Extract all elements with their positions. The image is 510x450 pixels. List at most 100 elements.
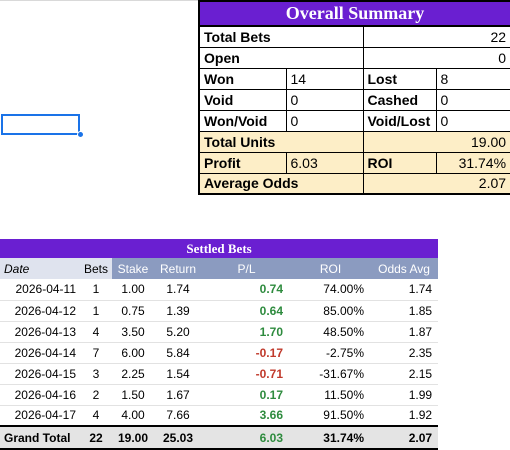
odds-cell[interactable]: 1.99	[370, 384, 439, 406]
won-void-value[interactable]: 0	[285, 109, 364, 132]
roi-cell[interactable]: 74.00%	[291, 279, 370, 301]
total-bets-label[interactable]: Total Bets	[198, 25, 364, 48]
pl-cell[interactable]: 1.70	[202, 321, 291, 343]
return-cell[interactable]: 1.74	[154, 279, 202, 301]
date-cell[interactable]: 2026-04-12	[0, 300, 80, 322]
stake-cell[interactable]: 1.50	[112, 384, 154, 406]
table-row: 2026-04-17 4 4.00 7.66 3.66 91.50% 1.92	[0, 405, 439, 427]
total-units-value[interactable]: 19.00	[362, 130, 510, 153]
summary-title: Overall Summary	[197, 0, 510, 27]
average-odds-value[interactable]: 2.07	[362, 172, 510, 195]
col-header-bets[interactable]: Bets	[80, 258, 112, 279]
table-row: 2026-04-15 3 2.25 1.54 -0.71 -31.67% 2.1…	[0, 363, 439, 385]
bets-cell[interactable]: 1	[80, 300, 112, 322]
bets-cell[interactable]: 2	[80, 384, 112, 406]
return-cell[interactable]: 5.84	[154, 342, 202, 364]
open-label[interactable]: Open	[198, 46, 364, 69]
roi-cell[interactable]: 48.50%	[291, 321, 370, 343]
stake-cell[interactable]: 3.50	[112, 321, 154, 343]
average-odds-label[interactable]: Average Odds	[198, 172, 364, 195]
return-cell[interactable]: 1.39	[154, 300, 202, 322]
col-header-return[interactable]: Return	[154, 258, 202, 279]
void-label[interactable]: Void	[198, 88, 287, 111]
table-row: 2026-04-13 4 3.50 5.20 1.70 48.50% 1.87	[0, 321, 439, 343]
table-row: 2026-04-14 7 6.00 5.84 -0.17 -2.75% 2.35	[0, 342, 439, 364]
odds-cell[interactable]: 2.15	[370, 363, 439, 385]
stake-cell[interactable]: 0.75	[112, 300, 154, 322]
odds-cell[interactable]: 1.87	[370, 321, 439, 343]
col-header-odds[interactable]: Odds Avg	[370, 258, 439, 279]
return-cell[interactable]: 1.67	[154, 384, 202, 406]
grand-total-row: Grand Total 22 19.00 25.03 6.03 31.74% 2…	[0, 425, 439, 450]
stake-cell[interactable]: 1.00	[112, 279, 154, 301]
total-pl-cell[interactable]: 6.03	[202, 425, 291, 450]
profit-label[interactable]: Profit	[198, 151, 287, 174]
col-header-stake[interactable]: Stake	[112, 258, 154, 279]
bets-cell[interactable]: 1	[80, 279, 112, 301]
odds-cell[interactable]: 2.35	[370, 342, 439, 364]
won-value[interactable]: 14	[285, 67, 364, 90]
date-cell[interactable]: 2026-04-16	[0, 384, 80, 406]
cashed-value[interactable]: 0	[435, 88, 510, 111]
grand-total-label[interactable]: Grand Total	[0, 425, 80, 450]
odds-cell[interactable]: 1.85	[370, 300, 439, 322]
pl-cell[interactable]: -0.71	[202, 363, 291, 385]
open-value[interactable]: 0	[362, 46, 510, 69]
roi-cell[interactable]: -31.67%	[291, 363, 370, 385]
total-stake-cell[interactable]: 19.00	[112, 425, 154, 450]
pl-cell[interactable]: 0.74	[202, 279, 291, 301]
bets-cell[interactable]: 3	[80, 363, 112, 385]
odds-cell[interactable]: 1.74	[370, 279, 439, 301]
date-cell[interactable]: 2026-04-13	[0, 321, 80, 343]
void-lost-label[interactable]: Void/Lost	[362, 109, 437, 132]
won-void-label[interactable]: Won/Void	[198, 109, 287, 132]
table-row: 2026-04-16 2 1.50 1.67 0.17 11.50% 1.99	[0, 384, 439, 406]
total-return-cell[interactable]: 25.03	[154, 425, 202, 450]
won-label[interactable]: Won	[198, 67, 287, 90]
date-cell[interactable]: 2026-04-11	[0, 279, 80, 301]
roi-cell[interactable]: 11.50%	[291, 384, 370, 406]
return-cell[interactable]: 1.54	[154, 363, 202, 385]
odds-cell[interactable]: 1.92	[370, 405, 439, 427]
total-odds-cell[interactable]: 2.07	[370, 425, 439, 450]
col-header-date[interactable]: Date	[0, 258, 80, 279]
date-cell[interactable]: 2026-04-14	[0, 342, 80, 364]
total-bets-value[interactable]: 22	[362, 25, 510, 48]
col-header-pl[interactable]: P/L	[202, 258, 291, 279]
settled-bets-title: Settled Bets	[0, 239, 439, 258]
table-row: 2026-04-11 1 1.00 1.74 0.74 74.00% 1.74	[0, 279, 439, 301]
lost-value[interactable]: 8	[435, 67, 510, 90]
return-cell[interactable]: 5.20	[154, 321, 202, 343]
pl-cell[interactable]: 0.17	[202, 384, 291, 406]
col-header-roi[interactable]: ROI	[291, 258, 370, 279]
stake-cell[interactable]: 4.00	[112, 405, 154, 427]
bets-cell[interactable]: 4	[80, 321, 112, 343]
bets-cell[interactable]: 7	[80, 342, 112, 364]
roi-cell[interactable]: -2.75%	[291, 342, 370, 364]
cashed-label[interactable]: Cashed	[362, 88, 437, 111]
pl-cell[interactable]: 0.64	[202, 300, 291, 322]
total-roi-cell[interactable]: 31.74%	[291, 425, 370, 450]
pl-cell[interactable]: -0.17	[202, 342, 291, 364]
date-cell[interactable]: 2026-04-15	[0, 363, 80, 385]
return-cell[interactable]: 7.66	[154, 405, 202, 427]
selected-cell[interactable]	[1, 114, 80, 135]
roi-value[interactable]: 31.74%	[435, 151, 510, 174]
void-value[interactable]: 0	[285, 88, 364, 111]
date-cell[interactable]: 2026-04-17	[0, 405, 80, 427]
total-units-label[interactable]: Total Units	[198, 130, 364, 153]
roi-label[interactable]: ROI	[362, 151, 437, 174]
settled-bets-table: Settled Bets Date Bets Stake Return P/L …	[0, 239, 439, 450]
stake-cell[interactable]: 2.25	[112, 363, 154, 385]
fill-handle[interactable]	[77, 131, 84, 138]
bets-cell[interactable]: 4	[80, 405, 112, 427]
overall-summary-table: Overall Summary Total Bets 22 Open 0 Won…	[197, 0, 510, 195]
pl-cell[interactable]: 3.66	[202, 405, 291, 427]
profit-value[interactable]: 6.03	[285, 151, 364, 174]
void-lost-value[interactable]: 0	[435, 109, 510, 132]
stake-cell[interactable]: 6.00	[112, 342, 154, 364]
roi-cell[interactable]: 85.00%	[291, 300, 370, 322]
total-bets-cell[interactable]: 22	[80, 425, 112, 450]
roi-cell[interactable]: 91.50%	[291, 405, 370, 427]
lost-label[interactable]: Lost	[362, 67, 437, 90]
